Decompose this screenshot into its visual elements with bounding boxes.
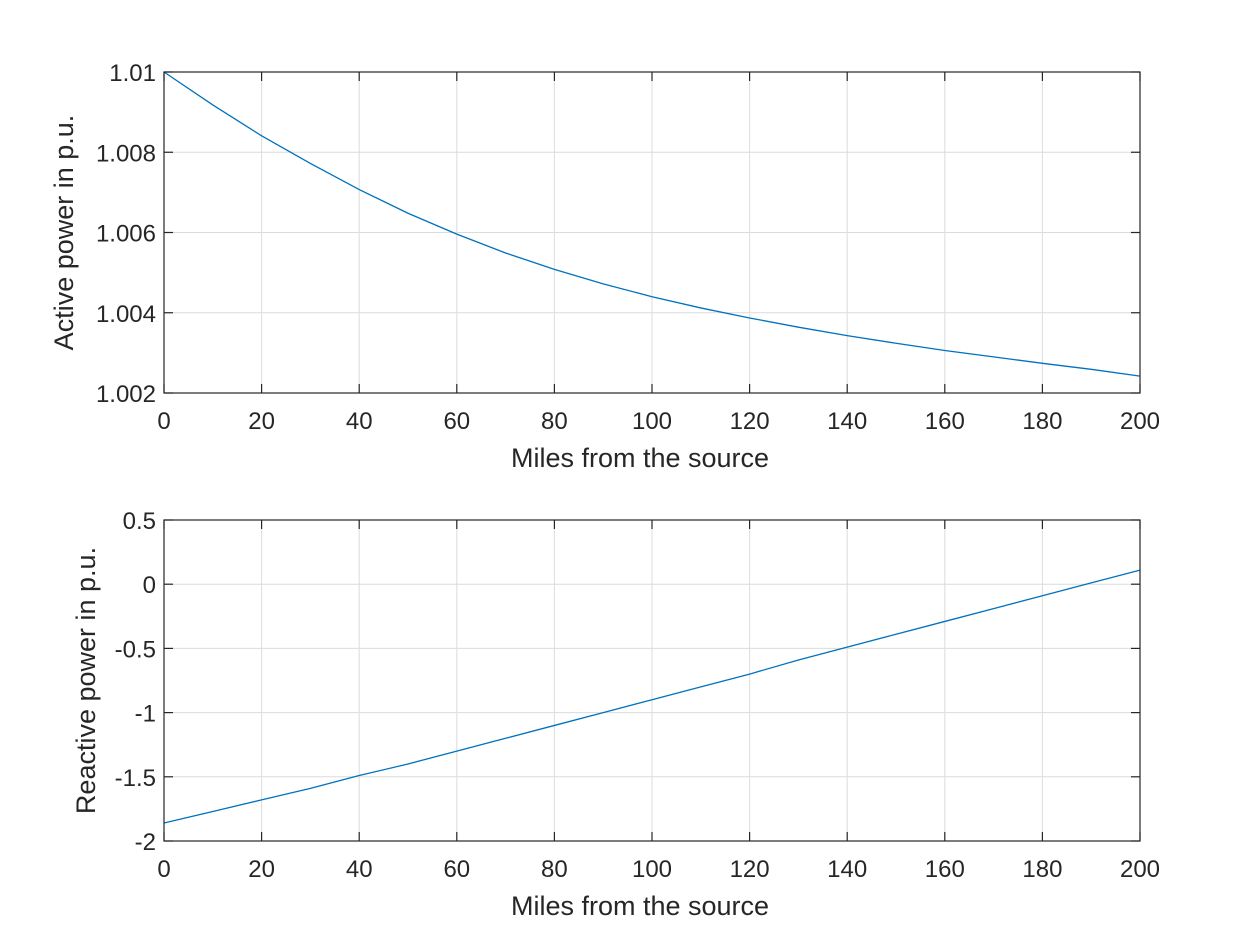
reactive-power-x-tick-label: 100 — [632, 856, 672, 883]
active-power-x-tick-label: 180 — [1022, 408, 1062, 435]
active-power-x-axis-label: Miles from the source — [511, 443, 769, 473]
active-power-y-axis-label: Active power in p.u. — [49, 115, 79, 351]
reactive-power-x-tick-label: 160 — [925, 856, 965, 883]
active-power-y-tick-label: 1.004 — [96, 301, 156, 328]
active-power-x-tick-label: 60 — [443, 408, 470, 435]
reactive-power-x-tick-label: 0 — [157, 856, 170, 883]
reactive-power-y-axis-label: Reactive power in p.u. — [71, 547, 101, 814]
active-power-x-tick-label: 100 — [632, 408, 672, 435]
reactive-power-y-tick-label: -2 — [135, 829, 156, 856]
active-power-x-tick-label: 80 — [541, 408, 568, 435]
active-power-y-tick-label: 1.006 — [96, 221, 156, 248]
reactive-power-y-tick-label: 0 — [143, 572, 156, 599]
active-power-panel: 0 20 40 60 80 100 120 140 160 180 200 1.002 1.004 1.0… — [49, 60, 1160, 473]
reactive-power-x-tick-label: 120 — [730, 856, 770, 883]
active-power-y-tick-label: 1.008 — [96, 140, 156, 167]
active-power-x-tick-label: 140 — [827, 408, 867, 435]
reactive-power-x-tick-label: 60 — [443, 856, 470, 883]
reactive-power-y-tick-label: 0.5 — [123, 508, 156, 535]
active-power-x-tick-label: 0 — [157, 408, 170, 435]
reactive-power-x-tick-label: 20 — [248, 856, 275, 883]
reactive-power-y-tick-label: -0.5 — [115, 636, 156, 663]
reactive-power-x-tick-label: 80 — [541, 856, 568, 883]
reactive-power-x-tick-label: 140 — [827, 856, 867, 883]
reactive-power-x-axis-label: Miles from the source — [511, 891, 769, 921]
active-power-x-tick-label: 120 — [730, 408, 770, 435]
reactive-power-x-tick-label: 180 — [1022, 856, 1062, 883]
reactive-power-panel: 0 20 40 60 80 100 120 140 160 180 200 -2 -1.5 -1 -0.5 0… — [71, 508, 1160, 921]
active-power-y-tick-label: 1.01 — [109, 60, 156, 87]
active-power-y-tick-label: 1.002 — [96, 381, 156, 408]
active-power-series-line — [163, 71, 1141, 377]
reactive-power-series-line — [163, 569, 1141, 824]
reactive-power-y-tick-label: -1.5 — [115, 765, 156, 792]
active-power-x-tick-label: 200 — [1120, 408, 1160, 435]
reactive-power-x-tick-label: 200 — [1120, 856, 1160, 883]
active-power-x-tick-label: 160 — [925, 408, 965, 435]
active-power-x-tick-label: 20 — [248, 408, 275, 435]
active-power-x-tick-label: 40 — [346, 408, 373, 435]
reactive-power-y-tick-label: -1 — [135, 701, 156, 728]
reactive-power-x-tick-label: 40 — [346, 856, 373, 883]
